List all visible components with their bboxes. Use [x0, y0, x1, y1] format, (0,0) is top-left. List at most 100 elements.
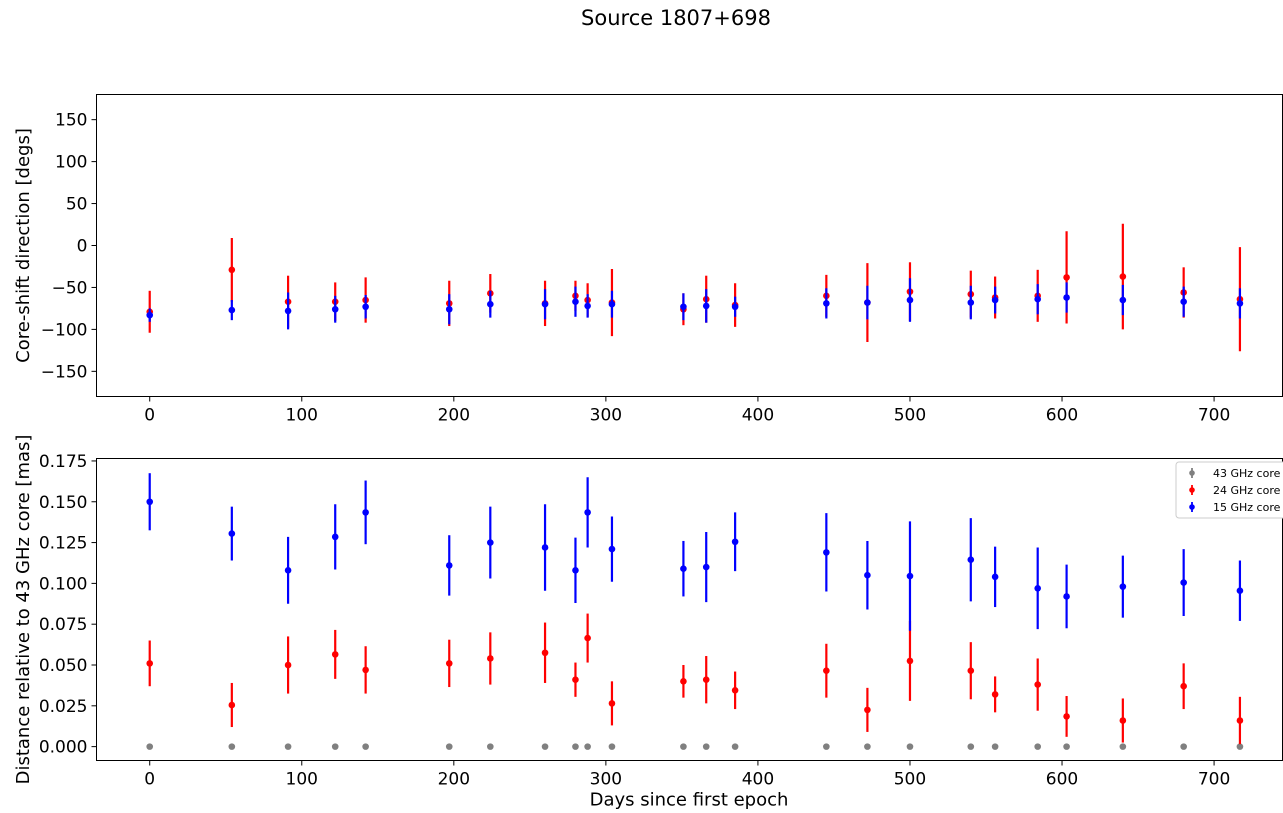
y-tick-label: 100: [55, 153, 87, 173]
legend-label: 15 GHz core: [1213, 501, 1281, 514]
data-point: [572, 743, 579, 750]
data-point: [731, 743, 739, 750]
data-point: [487, 743, 494, 750]
legend-marker: [1189, 504, 1195, 510]
data-point: [906, 743, 914, 750]
legend-box: [1175, 461, 1283, 519]
data-point: [731, 687, 739, 694]
data-point: [1119, 717, 1127, 724]
data-point: [1119, 583, 1127, 590]
x-tick-label: 700: [1198, 406, 1230, 426]
data-point: [362, 743, 369, 750]
data-point: [702, 676, 710, 683]
y-tick-label: 50: [66, 195, 88, 215]
data-point: [362, 509, 369, 516]
data-point: [445, 562, 453, 569]
x-tick-label: 300: [590, 406, 622, 426]
data-point: [608, 743, 616, 750]
data-point: [228, 530, 236, 537]
y-tick-label: −100: [41, 320, 88, 340]
legend-label: 43 GHz core: [1213, 467, 1281, 480]
plot-frame: [96, 458, 1283, 761]
data-point: [228, 306, 236, 314]
data-point: [572, 676, 579, 683]
data-point: [823, 300, 830, 307]
data-point: [1063, 274, 1070, 281]
data-point: [823, 743, 830, 750]
data-point: [823, 667, 830, 675]
data-point: [1236, 300, 1244, 307]
y-tick-label: 0.000: [39, 738, 88, 758]
x-tick-label: 400: [742, 770, 774, 790]
x-tick-label: 600: [1046, 406, 1078, 426]
data-point: [864, 743, 871, 750]
data-point: [1180, 682, 1187, 690]
x-tick-label: 0: [144, 770, 155, 790]
data-point: [680, 303, 687, 311]
data-point: [572, 567, 579, 574]
data-point: [906, 657, 914, 665]
data-point: [146, 311, 154, 319]
y-axis-label: Distance relative to 43 GHz core [mas]: [13, 435, 34, 785]
data-point: [362, 666, 369, 674]
data-point: [228, 266, 236, 274]
data-point: [823, 549, 830, 556]
data-point: [608, 545, 616, 553]
x-tick-label: 500: [894, 770, 926, 790]
data-point: [284, 661, 292, 669]
y-tick-label: 0.050: [39, 656, 88, 676]
x-ticks: 0 100 200 300 400 500 600 700: [144, 396, 1230, 426]
data-point: [967, 667, 975, 675]
data-point: [864, 706, 871, 714]
y-tick-label: 0.100: [39, 574, 88, 594]
data-point: [1034, 743, 1041, 750]
data-point: [1119, 296, 1127, 304]
data-point: [541, 649, 549, 657]
data-point: [608, 300, 616, 308]
y-tick-label: 0.025: [39, 697, 88, 717]
y-tick-label: −150: [41, 362, 88, 382]
data-point: [991, 691, 999, 698]
data-point: [445, 660, 453, 667]
x-tick-label: 700: [1198, 770, 1230, 790]
y-tick-label: 0: [77, 237, 88, 257]
data-point: [146, 660, 154, 667]
data-marks: [146, 473, 1244, 750]
data-point: [680, 565, 687, 572]
data-point: [1034, 681, 1041, 688]
data-point: [967, 743, 975, 750]
y-tick-label: 0.150: [39, 493, 88, 513]
x-tick-label: 100: [286, 770, 318, 790]
y-axis-label: Core-shift direction [degs]: [13, 128, 34, 363]
y-tick-label: −50: [52, 278, 88, 298]
data-point: [284, 307, 292, 315]
data-point: [1034, 584, 1041, 592]
data-point: [1063, 593, 1070, 600]
legend: 43 GHz core 24 GHz core 15 GHz core: [1175, 461, 1283, 519]
data-point: [991, 296, 999, 304]
data-point: [146, 498, 154, 506]
data-point: [702, 743, 710, 750]
x-tick-label: 400: [742, 406, 774, 426]
x-tick-label: 200: [438, 770, 470, 790]
data-point: [146, 743, 154, 750]
data-point: [487, 655, 494, 662]
data-point: [331, 533, 339, 541]
data-point: [731, 538, 739, 546]
data-point: [331, 743, 339, 750]
data-point: [331, 651, 339, 658]
legend-label: 24 GHz core: [1213, 484, 1281, 497]
data-marks: [146, 223, 1244, 352]
data-point: [1063, 743, 1070, 750]
data-point: [731, 303, 739, 311]
y-ticks: 150 100 50 0 −50 −100 −150: [41, 111, 97, 382]
data-point: [702, 302, 710, 310]
data-point: [541, 743, 549, 750]
x-tick-label: 300: [590, 770, 622, 790]
data-point: [228, 701, 236, 709]
data-point: [541, 544, 549, 551]
y-ticks: 0.000 0.025 0.050 0.075 0.100 0.125 0.150 0.175: [39, 452, 97, 758]
y-tick-label: 0.125: [39, 534, 88, 554]
data-point: [680, 678, 687, 685]
data-point: [445, 743, 453, 750]
